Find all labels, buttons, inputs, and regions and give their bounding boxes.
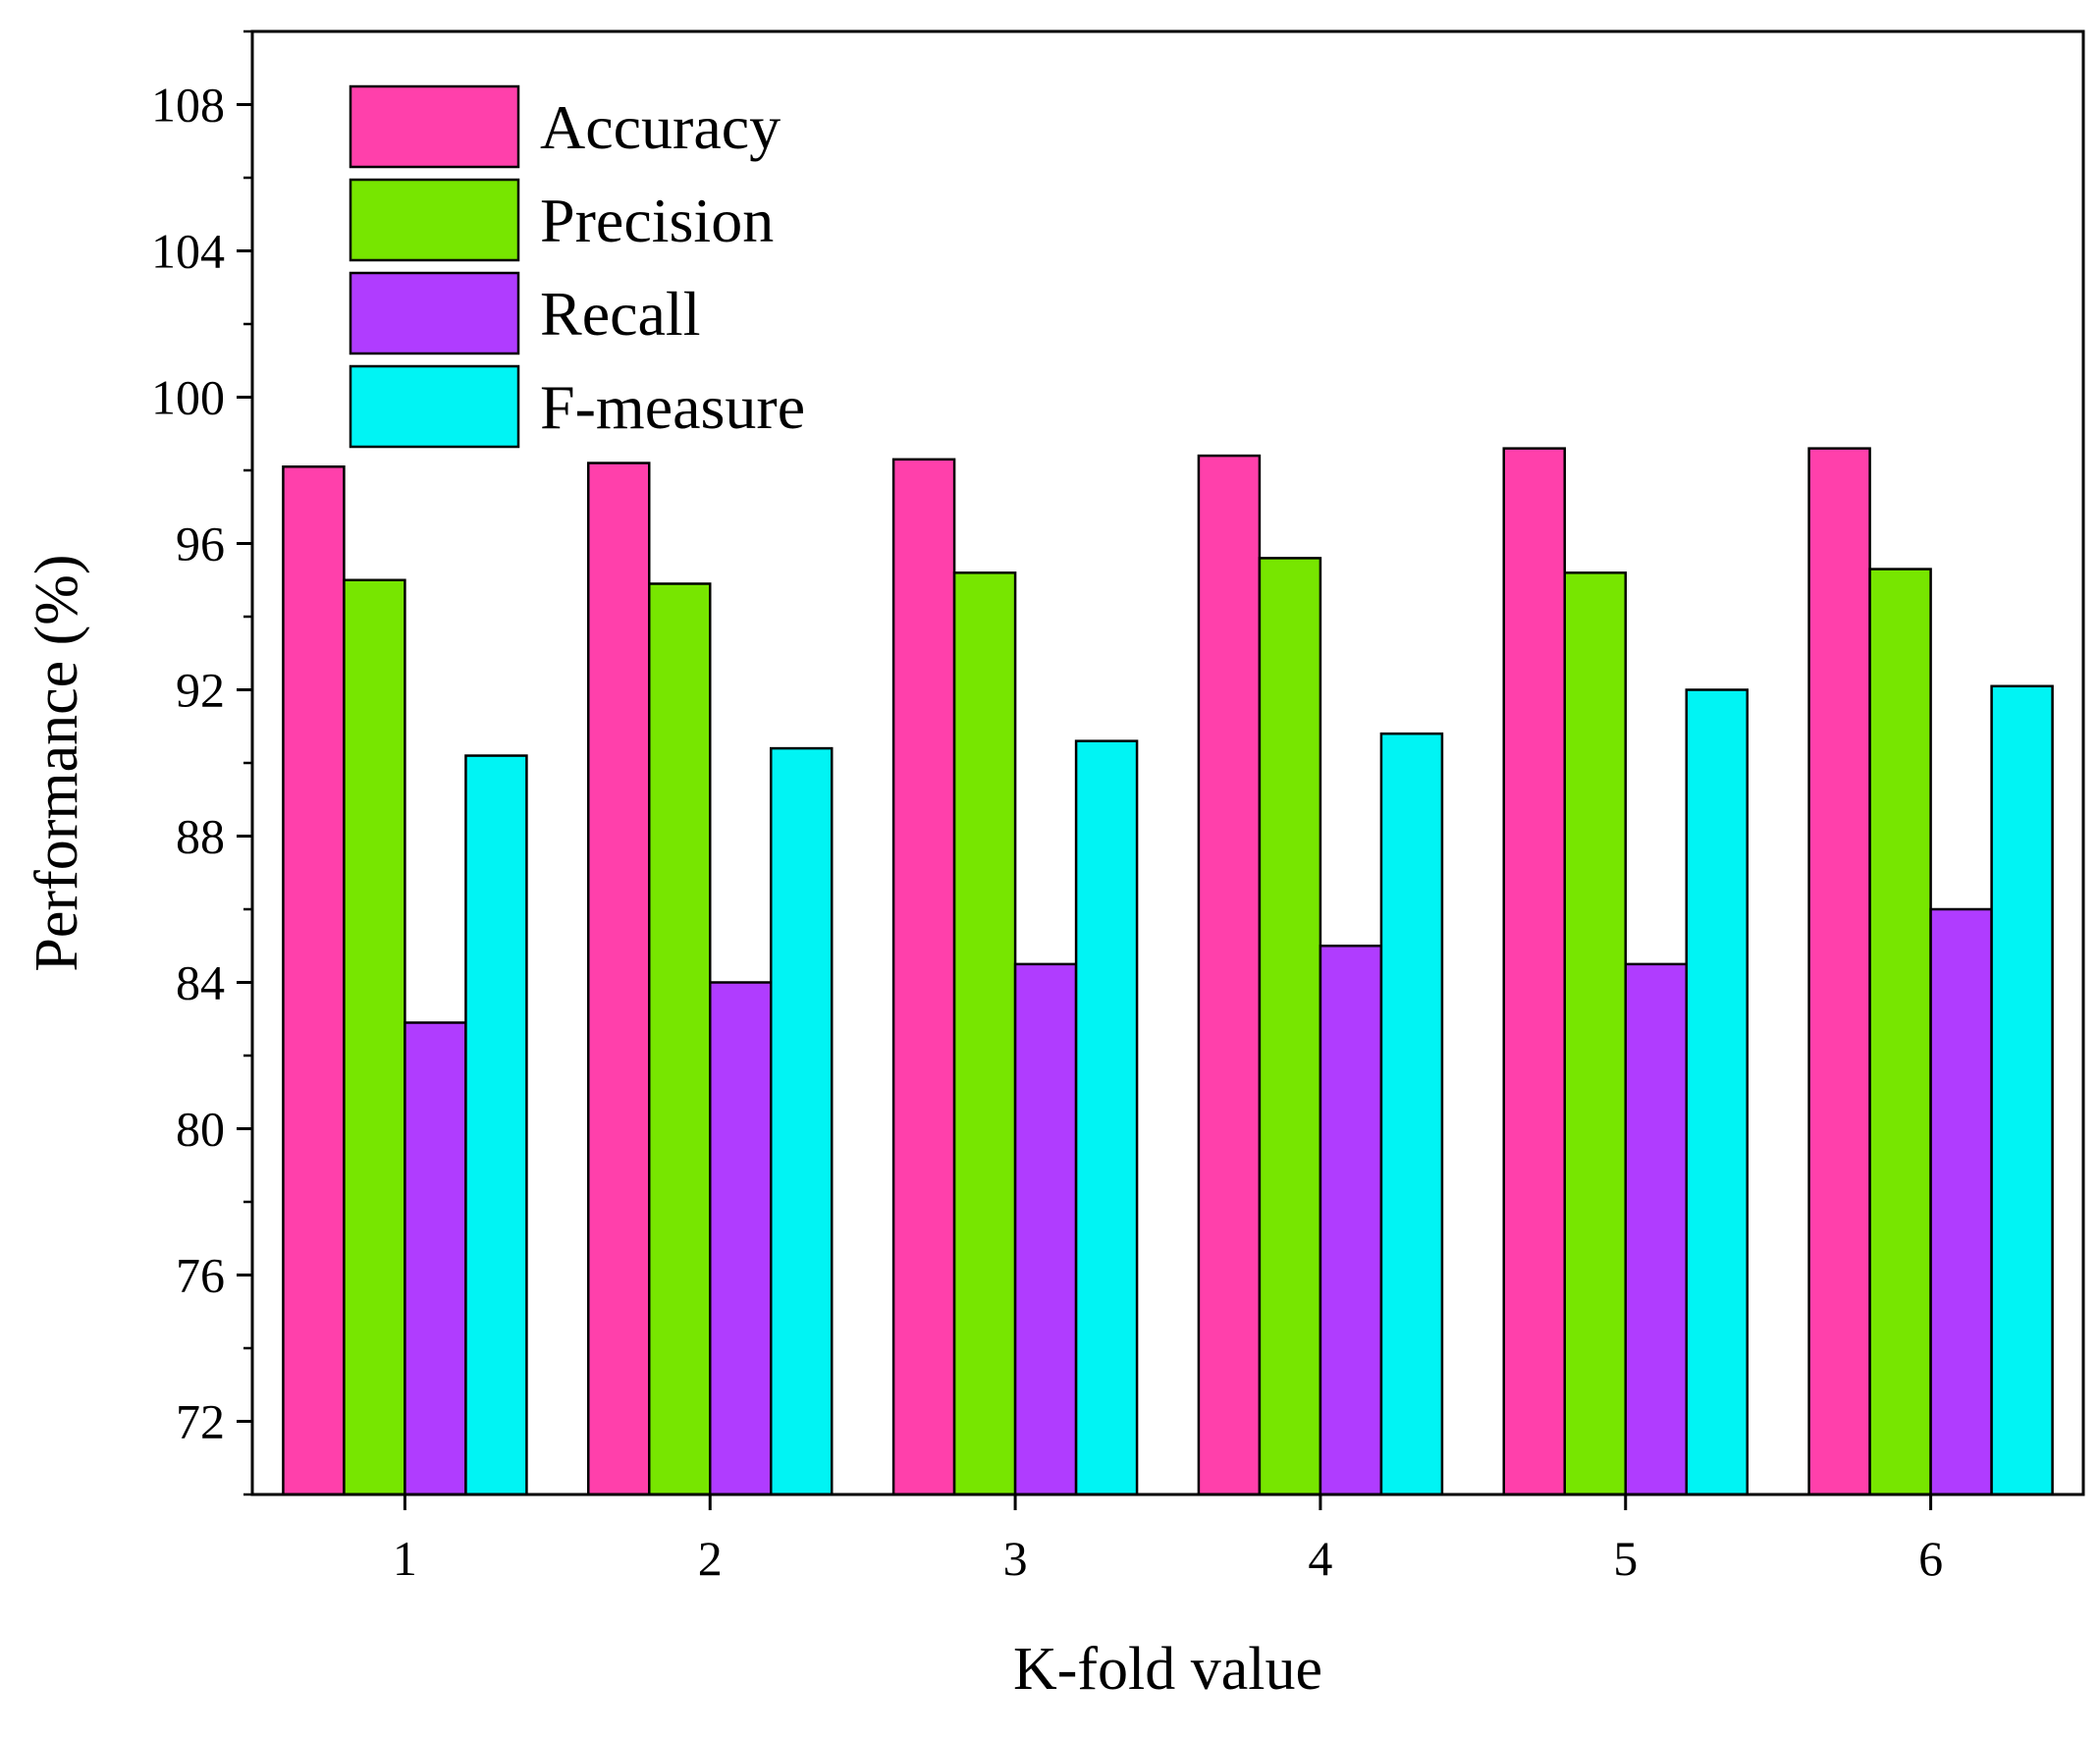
bar-recall-fold-6 <box>1929 907 1993 1496</box>
legend-swatch-precision <box>349 178 520 262</box>
y-tick-label: 100 <box>151 370 225 425</box>
legend-label-precision: Precision <box>540 186 774 255</box>
bar-f-measure-fold-1 <box>464 754 528 1496</box>
bar-f-measure-fold-4 <box>1379 732 1444 1496</box>
axis-ticks-group: 72 76 80 84 88 92 96 100 104 108 1 2 3 4 5 6 <box>151 29 1943 1586</box>
x-axis-title: K-fold value <box>1013 1636 1322 1703</box>
legend-label-accuracy: Accuracy <box>540 92 781 162</box>
legend-label-f-measure: F-measure <box>540 372 805 442</box>
bar-recall-fold-3 <box>1013 962 1078 1496</box>
bar-accuracy-fold-2 <box>587 462 651 1496</box>
y-tick-label: 72 <box>176 1394 225 1449</box>
legend-swatch-f-measure <box>349 364 520 449</box>
y-axis-title: Performance (%) <box>24 554 90 971</box>
y-tick-label: 84 <box>176 955 225 1010</box>
bar-f-measure-fold-5 <box>1685 688 1749 1496</box>
y-tick-label: 88 <box>176 809 225 864</box>
bar-recall-fold-5 <box>1624 962 1688 1496</box>
x-tick-label: 6 <box>1918 1531 1943 1586</box>
y-tick-label: 80 <box>176 1102 225 1157</box>
x-tick-label: 1 <box>393 1531 417 1586</box>
bar-accuracy-fold-4 <box>1197 454 1262 1496</box>
bar-precision-fold-1 <box>343 578 406 1496</box>
bar-recall-fold-2 <box>709 981 773 1496</box>
legend-label-recall: Recall <box>540 279 700 349</box>
bar-f-measure-fold-3 <box>1074 739 1139 1496</box>
bar-accuracy-fold-6 <box>1807 447 1871 1496</box>
x-tick-label: 2 <box>698 1531 723 1586</box>
bar-accuracy-fold-5 <box>1502 447 1566 1496</box>
bar-f-measure-fold-2 <box>770 746 834 1496</box>
y-tick-label: 104 <box>151 224 225 279</box>
bar-recall-fold-1 <box>404 1021 467 1496</box>
bar-precision-fold-2 <box>648 582 712 1496</box>
bar-precision-fold-4 <box>1258 557 1322 1496</box>
legend-swatch-recall <box>349 271 520 355</box>
y-tick-label: 92 <box>176 663 225 718</box>
bar-recall-fold-4 <box>1319 945 1383 1496</box>
bar-f-measure-fold-6 <box>1990 684 2054 1496</box>
bar-precision-fold-5 <box>1563 571 1627 1496</box>
bar-precision-fold-3 <box>952 571 1017 1496</box>
legend-swatch-accuracy <box>349 84 520 169</box>
x-tick-label: 3 <box>1003 1531 1028 1586</box>
x-tick-label: 5 <box>1613 1531 1638 1586</box>
bar-accuracy-fold-1 <box>282 465 346 1496</box>
plot-frame <box>250 29 2085 1496</box>
y-tick-label: 108 <box>151 78 225 133</box>
y-tick-label: 76 <box>176 1248 225 1303</box>
bars-group <box>282 447 2054 1496</box>
legend: Accuracy Precision Recall F-measure <box>349 84 805 449</box>
x-tick-label: 4 <box>1308 1531 1332 1586</box>
bar-accuracy-fold-3 <box>891 458 956 1496</box>
y-tick-label: 96 <box>176 516 225 571</box>
bar-precision-fold-6 <box>1868 568 1932 1496</box>
